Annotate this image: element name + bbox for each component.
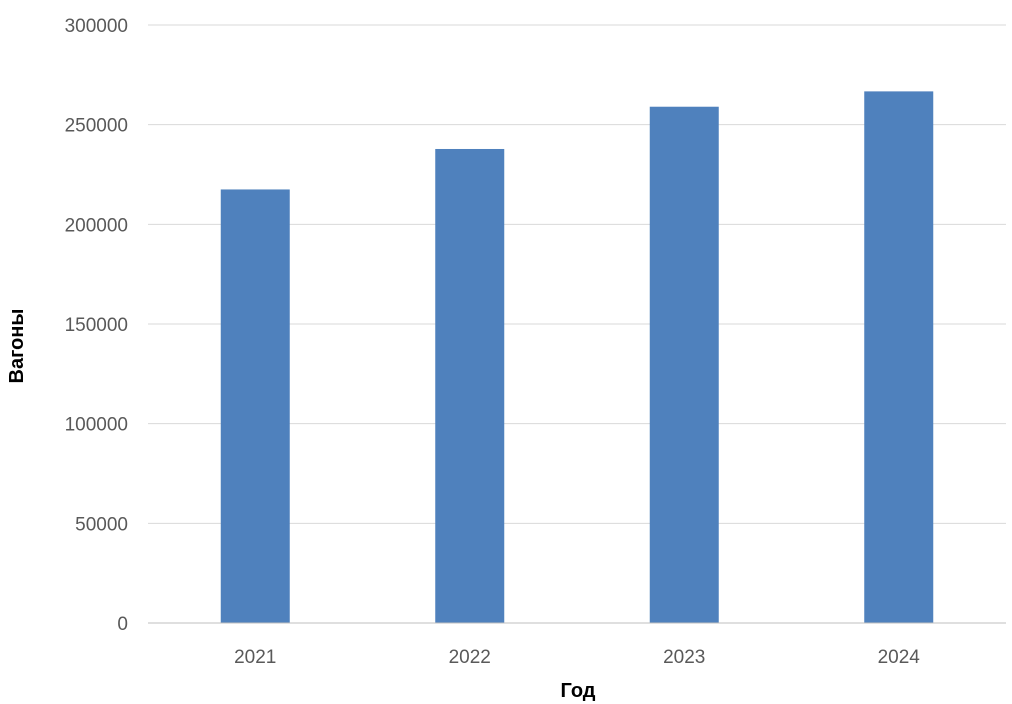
y-tick-label: 0 <box>117 614 128 635</box>
x-tick-label: 2022 <box>449 647 491 668</box>
x-axis-title: Год <box>561 680 596 702</box>
x-tick-label: 2024 <box>878 647 921 668</box>
y-tick-label: 150000 <box>65 315 128 336</box>
bar-2024 <box>864 91 934 624</box>
bar-2022 <box>435 148 505 623</box>
bar-2023 <box>649 106 719 623</box>
x-tick-labels: 2021 2022 2023 2024 <box>234 647 920 668</box>
y-tick-label: 300000 <box>65 16 128 37</box>
bar-2021 <box>220 189 290 623</box>
gridlines <box>148 24 1006 524</box>
y-tick-label: 50000 <box>75 514 128 535</box>
y-tick-label: 250000 <box>65 116 128 137</box>
x-tick-label: 2023 <box>663 647 705 668</box>
x-tick-label: 2021 <box>234 647 276 668</box>
y-tick-labels: 0 50000 100000 150000 200000 250000 300000 <box>65 16 128 635</box>
y-axis-title: Вагоны <box>6 308 28 383</box>
bars <box>220 91 934 624</box>
y-tick-label: 100000 <box>65 415 128 436</box>
y-tick-label: 200000 <box>65 215 128 236</box>
